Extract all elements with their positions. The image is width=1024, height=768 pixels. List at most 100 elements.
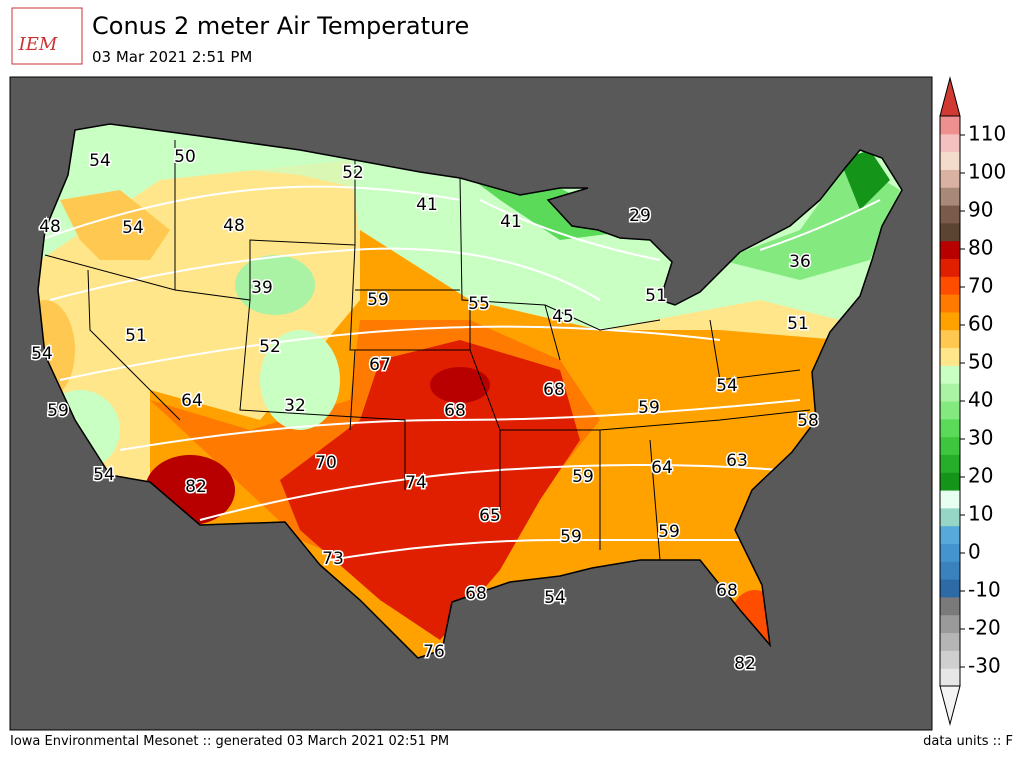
station-label: 36	[789, 252, 811, 272]
state-borders	[44, 140, 811, 561]
colorbar-tick-label: 0	[968, 540, 981, 564]
title: Conus 2 meter Air Temperature	[92, 12, 469, 40]
station-label: 48	[223, 216, 245, 236]
station-label: 52	[259, 337, 281, 357]
station-label: 65	[479, 506, 501, 526]
station-label: 54	[544, 588, 566, 608]
station-label: 59	[638, 398, 660, 418]
colorbar-tick-label: 20	[968, 464, 993, 488]
station-label: 59	[367, 290, 389, 310]
station-label: 54	[31, 344, 53, 364]
station-label: 64	[181, 391, 203, 411]
station-labels: 54 50 52 41 41 29 48 54 48 36 39 59 55 51 45 51 51 52 54 67…	[30, 146, 821, 676]
station-label: 67	[369, 355, 391, 375]
colorbar-segment	[940, 311, 960, 331]
station-label: 51	[645, 286, 667, 306]
station-label: 68	[444, 401, 466, 421]
logo-text: IEM	[18, 34, 58, 55]
station-label: 59	[47, 401, 69, 421]
colorbar-tick-label: 100	[968, 160, 1006, 184]
station-label: 59	[560, 527, 582, 547]
colorbar-over	[939, 76, 961, 117]
colorbar-segment	[940, 472, 960, 491]
colorbar-tick-label: 60	[968, 312, 993, 336]
colorbar-segment	[940, 525, 960, 544]
station-label: 68	[543, 380, 565, 400]
station-label: 51	[787, 314, 809, 334]
station-label: 74	[405, 473, 427, 493]
colorbar-segment	[940, 490, 960, 509]
colorbar-segment	[940, 365, 960, 384]
station-label: 68	[716, 581, 738, 601]
station-label: 68	[465, 584, 487, 604]
colorbar-segment	[940, 507, 960, 527]
colorbar-tick-label: 50	[968, 350, 993, 374]
station-label: 55	[468, 294, 490, 314]
colorbar-segment	[940, 116, 960, 135]
station-label: 48	[39, 217, 61, 237]
colorbar-segment	[940, 240, 960, 259]
station-label: 32	[284, 396, 306, 416]
colorbar-segment	[940, 632, 960, 651]
colorbar-tick-label: 110	[968, 122, 1006, 146]
colorbar-tick-label: -30	[968, 654, 1001, 678]
logo-box	[11, 7, 83, 65]
station-label: 41	[500, 212, 522, 232]
colorbar-segment	[940, 543, 960, 562]
colorbar-tick-label: -20	[968, 616, 1001, 640]
station-label: 59	[572, 467, 594, 487]
colorbar-tick-label: 40	[968, 388, 993, 412]
station-label: 29	[629, 206, 651, 226]
colorbar-tick-label: 30	[968, 426, 993, 450]
station-label: 70	[315, 453, 337, 473]
station-label: 54	[93, 465, 115, 485]
station-label: 73	[322, 549, 344, 569]
colorbar-segment	[940, 418, 960, 438]
colorbar-tick-label: 10	[968, 502, 993, 526]
station-label: 41	[416, 195, 438, 215]
colorbar-segment	[940, 347, 960, 366]
station-label: 63	[726, 451, 748, 471]
colorbar-segment	[940, 205, 960, 224]
colorbar-segment	[940, 329, 960, 349]
station-label: 82	[734, 654, 756, 674]
colorbar-segment	[940, 579, 960, 598]
colorbar-tick-label: 80	[968, 236, 993, 260]
colorbar-segment	[940, 276, 960, 295]
colorbar-segment	[940, 454, 960, 473]
colorbar-segment	[940, 436, 960, 455]
station-label: 58	[797, 411, 819, 431]
station-label: 54	[716, 376, 738, 396]
station-label: 54	[122, 218, 144, 238]
colorbar-segment	[940, 294, 960, 313]
station-label: 54	[89, 151, 111, 171]
colorbar-segment	[940, 650, 960, 669]
station-label: 52	[342, 163, 364, 183]
colorbar-segment	[940, 222, 960, 242]
station-label: 82	[185, 477, 207, 497]
station-label: 39	[251, 278, 273, 298]
colorbar-under-arrow-shape	[939, 685, 961, 726]
footer-right: data units :: F	[923, 734, 1013, 749]
colorbar-segment	[940, 383, 960, 402]
colorbar-segment	[940, 561, 960, 580]
footer-left: Iowa Environmental Mesonet :: generated …	[10, 734, 449, 749]
subtitle: 03 Mar 2021 2:51 PM	[92, 48, 252, 66]
colorbar-segment	[940, 668, 960, 687]
colorbar-segment	[940, 169, 960, 188]
station-label: 45	[552, 307, 574, 327]
station-label: 51	[125, 326, 147, 346]
colorbar-segment	[940, 258, 960, 277]
colorbar-segment	[940, 151, 960, 170]
colorbar-segment	[940, 133, 960, 153]
station-label: 64	[651, 458, 673, 478]
colorbar-segment	[940, 596, 960, 616]
colorbar-segment	[940, 614, 960, 634]
station-label: 76	[423, 642, 445, 662]
colorbar-tick-label: 90	[968, 198, 993, 222]
station-label: 50	[174, 147, 196, 167]
station-label: 59	[658, 522, 680, 542]
colorbar-tick-label: 70	[968, 274, 993, 298]
